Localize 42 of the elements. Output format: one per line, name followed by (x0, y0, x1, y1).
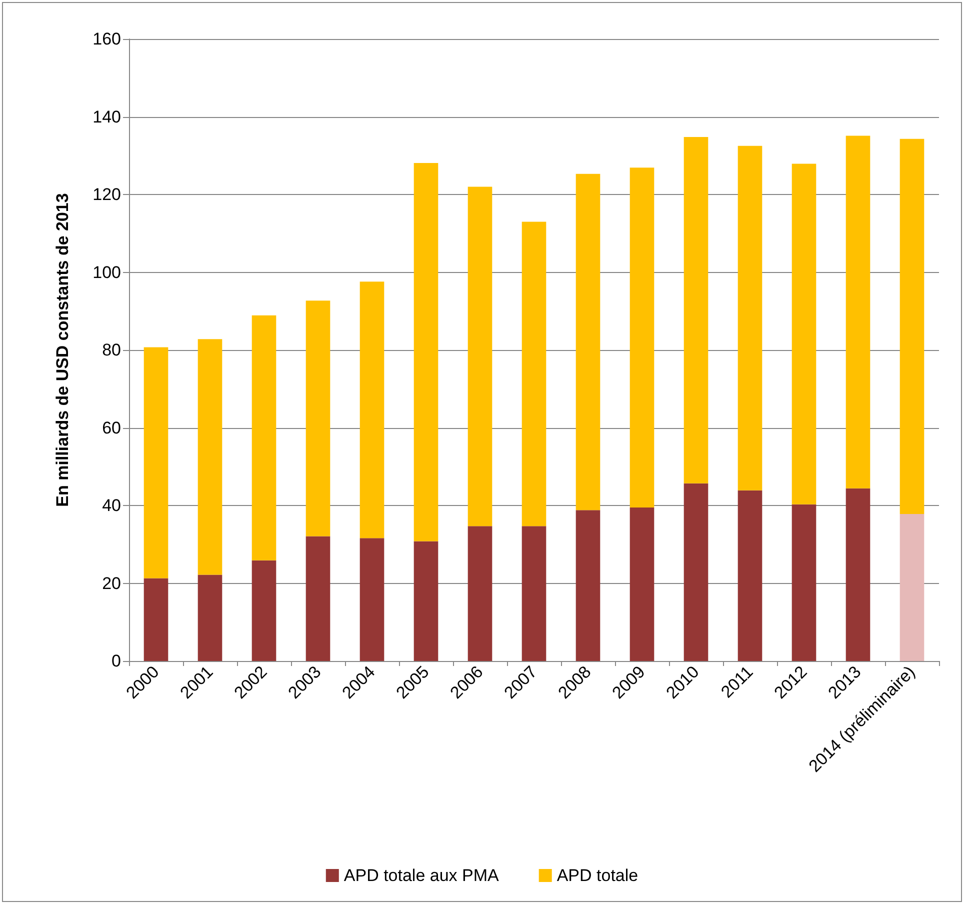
y-tick-label: 60 (102, 418, 121, 438)
bar (468, 186, 492, 526)
bar (522, 526, 546, 661)
y-tick-label: 0 (112, 652, 121, 670)
y-tick-label: 80 (102, 340, 121, 360)
bar (306, 300, 330, 536)
bar (252, 560, 276, 661)
y-tick-label: 140 (92, 107, 121, 126)
bar (792, 164, 816, 504)
bar (900, 138, 924, 514)
bar (576, 174, 600, 510)
bar (684, 483, 708, 661)
bar (414, 541, 438, 661)
bar (630, 168, 654, 508)
bar (360, 282, 384, 538)
bar (738, 146, 762, 490)
y-tick-label: 120 (92, 185, 121, 204)
bar (846, 488, 870, 661)
bar (414, 163, 438, 542)
y-tick-label: 40 (102, 496, 121, 515)
bar (252, 315, 276, 560)
bar (198, 574, 222, 661)
bar (144, 578, 168, 661)
bar (792, 504, 816, 661)
legend-label: APD totale (556, 866, 638, 885)
bar (846, 136, 870, 488)
y-tick-label: 100 (92, 262, 121, 282)
bar (144, 347, 168, 578)
y-axis-title: En milliards de USD constants de 2013 (53, 193, 72, 507)
bar (468, 526, 492, 661)
bar (306, 536, 330, 661)
bar (576, 510, 600, 661)
bar (522, 222, 546, 526)
bar (900, 514, 924, 661)
y-tick-label: 160 (92, 30, 121, 48)
bar (198, 339, 222, 575)
bar (738, 490, 762, 661)
bar (684, 136, 708, 484)
bar (630, 507, 654, 661)
y-tick-label: 20 (102, 574, 121, 593)
legend-label: APD totale aux PMA (344, 866, 500, 885)
bar (360, 538, 384, 661)
